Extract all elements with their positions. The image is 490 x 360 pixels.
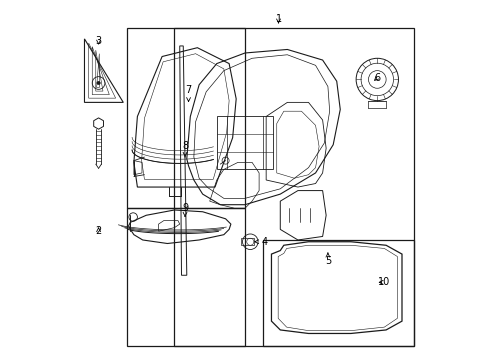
Text: 9: 9: [182, 203, 188, 216]
Text: 6: 6: [374, 73, 380, 83]
Text: 4: 4: [255, 237, 268, 247]
Text: 10: 10: [378, 277, 391, 287]
Text: 1: 1: [275, 14, 282, 24]
Text: 2: 2: [96, 226, 102, 236]
Text: 3: 3: [96, 36, 101, 46]
Text: 5: 5: [325, 253, 331, 266]
Text: 8: 8: [182, 141, 188, 157]
Text: 7: 7: [185, 85, 192, 102]
Circle shape: [97, 81, 100, 85]
